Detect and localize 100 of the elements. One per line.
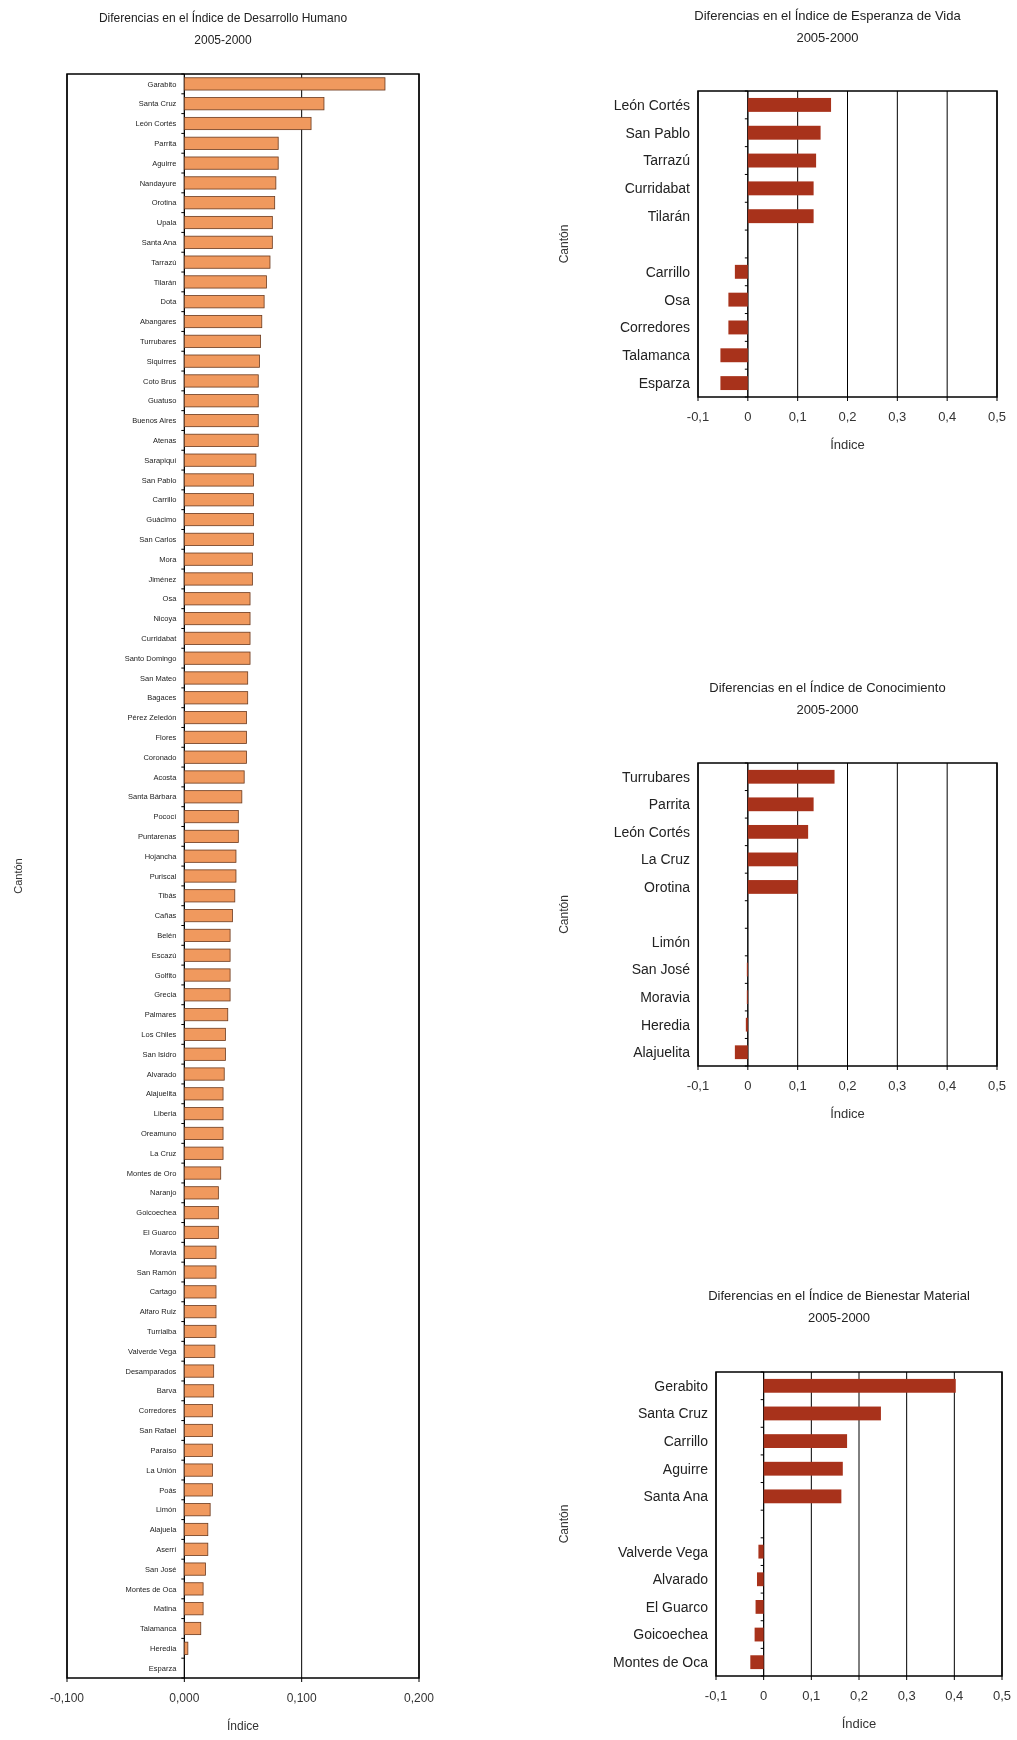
y-tick-label: León Cortés [613,823,690,840]
x-tick-label: 0,1 [788,1078,807,1093]
chart-title: Diferencias en el Índice de Desarrollo Humano [98,10,348,25]
bar [183,671,249,685]
x-axis-title: Índice [841,1716,877,1731]
chart-title: Diferencias en el Índice de Conocimiento [709,680,946,695]
bar [183,116,312,131]
bar [763,1434,848,1448]
bar [747,181,814,196]
y-axis-title: Cantón [557,895,571,934]
bar [183,1344,216,1358]
bar [183,1562,206,1576]
x-tick-label: 0,3 [897,1688,916,1703]
y-tick-label: Orotina [644,878,691,895]
bar [728,292,748,307]
bar [183,176,277,190]
y-tick-label: Aguirre [662,1460,709,1477]
y-axis-title: Cantón [557,1504,571,1544]
y-tick-label: Goicoechea [633,1626,709,1643]
bar [183,1364,215,1378]
bar [183,889,236,903]
chart-subtitle: 2005-2000 [194,33,253,47]
bar [183,810,239,824]
bar [183,1582,204,1596]
bar [183,988,231,1002]
y-axis-title: Cantón [557,224,571,264]
y-tick-label: Talamanca [622,347,691,364]
y-tick-label: El Guarco [645,1598,709,1615]
bar [183,1324,217,1338]
bar [183,651,251,665]
bar [747,880,798,894]
bar [183,1443,213,1457]
bar [747,824,809,839]
x-tick-label: 0 [744,1078,752,1093]
bar [183,612,251,626]
y-tick-label: San Pablo [625,124,691,141]
bar [758,1544,764,1559]
bar [763,1406,881,1421]
x-tick-label: -0,1 [686,409,710,424]
bar [183,1404,213,1418]
bar [728,320,748,335]
x-tick-label: 0 [744,409,752,424]
bar [183,770,245,784]
bar [183,691,249,705]
bar [183,493,254,507]
y-tick-label: Osa [664,291,691,308]
y-tick-label: Carrillo [645,263,691,280]
bar [183,136,279,150]
bar [734,1045,748,1060]
bar [183,1186,219,1200]
bar [183,215,273,230]
x-tick-label: 0,5 [987,1078,1007,1093]
x-tick-label: 0,2 [849,1688,869,1703]
bar [183,1206,219,1220]
chart-subtitle: 2005-2000 [796,702,859,717]
bar [183,433,259,447]
bar [747,209,814,224]
x-tick-label: -0,100 [49,1691,85,1705]
bar [183,196,276,210]
y-tick-label: Tarrazú [643,152,690,169]
x-tick-label: 0,200 [403,1691,435,1705]
bar [734,264,748,279]
chart-title: Diferencias en el Índice de Bienestar Material [708,1288,970,1303]
bar [183,1463,213,1477]
bar [183,1641,189,1655]
bar [183,948,231,962]
x-tick-label: 0,4 [938,409,957,424]
bar [183,1126,224,1140]
chart-subtitle: 2005-2000 [807,1310,871,1325]
y-tick-label: Alvarado [652,1571,709,1588]
bar [183,1423,213,1438]
bar [183,334,261,348]
y-tick-label: San José [631,961,691,978]
y-tick-label: Santa Cruz [637,1405,708,1422]
bar [183,631,251,645]
y-tick-label: Esparza [638,374,691,391]
bar [183,1522,209,1537]
bar [183,394,259,408]
bar [183,77,386,91]
bar [756,1572,764,1587]
x-tick-label: 0,2 [838,409,857,424]
y-tick-label: Carrillo [663,1432,709,1449]
x-tick-label: 0,5 [987,409,1007,424]
y-tick-label: Corredores [619,319,690,336]
x-tick-label: 0,4 [938,1078,957,1093]
bar [183,711,247,725]
x-axis-title: Índice [226,1718,260,1733]
x-tick-label: -0,1 [686,1078,710,1093]
y-tick-label: Santa Ana [643,1488,709,1505]
bar [183,1285,217,1299]
bar [183,968,231,982]
bar [183,1008,229,1022]
y-axis-title: Cantón [12,858,24,894]
bar [183,532,254,546]
bar [720,348,748,363]
bar [183,790,243,804]
bar [183,1225,219,1239]
bar [183,572,253,586]
bar [183,255,271,269]
bar [183,928,231,942]
